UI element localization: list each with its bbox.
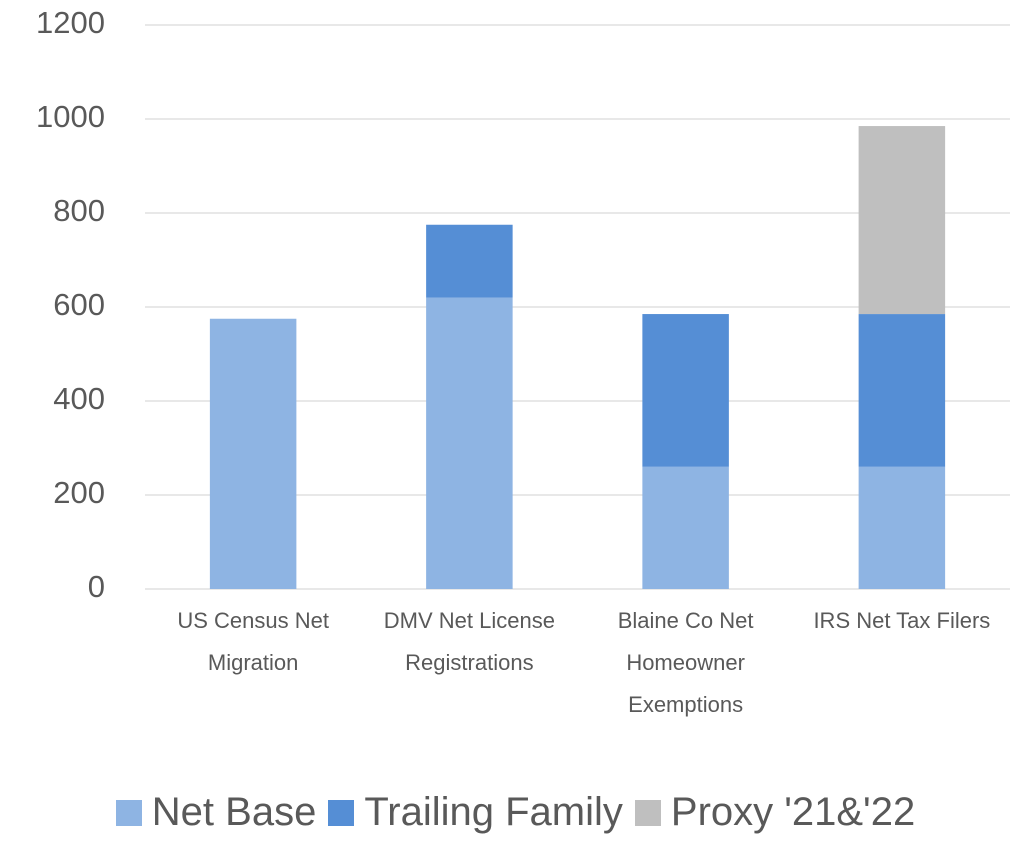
bar-segment [426,297,513,589]
y-tick-label: 1000 [36,99,105,134]
y-tick-label: 200 [53,475,105,510]
x-tick-label: US Census Net Migration [177,608,329,675]
legend-label: Net Base [151,790,317,834]
y-tick-label: 0 [88,569,105,604]
legend-swatch [115,799,142,826]
bar-segment [858,466,946,589]
bar-segment [209,318,297,589]
bar-segment [858,126,946,315]
plot-area: 0 200 400 600 800 1000 1200 [36,5,1010,604]
y-tick-label: 1200 [36,5,105,40]
x-tick-label: IRS Net Tax Filers [813,608,991,633]
legend-swatch [634,799,661,826]
bar-segment [642,314,729,467]
bar-segment [642,466,729,589]
y-tick-label: 600 [53,287,105,322]
legend-item: Proxy '21&'22 [634,790,916,835]
legend-item: Trailing Family [328,790,623,835]
x-tick-label: DMV Net License Registrations [383,608,555,675]
legend-item: Net Base [115,790,317,835]
y-tick-label: 400 [53,381,105,416]
legend-label: Trailing Family [364,790,623,834]
bar-segment [858,314,946,467]
bar-segment [426,224,513,298]
legend: Net Base Trailing Family Proxy '21&'22 [0,790,1031,835]
legend-label: Proxy '21&'22 [670,790,916,834]
x-tick-label: Blaine Co Net Homeowner Exemptions [617,608,754,717]
legend-swatch [328,799,355,826]
y-tick-label: 800 [53,193,105,228]
